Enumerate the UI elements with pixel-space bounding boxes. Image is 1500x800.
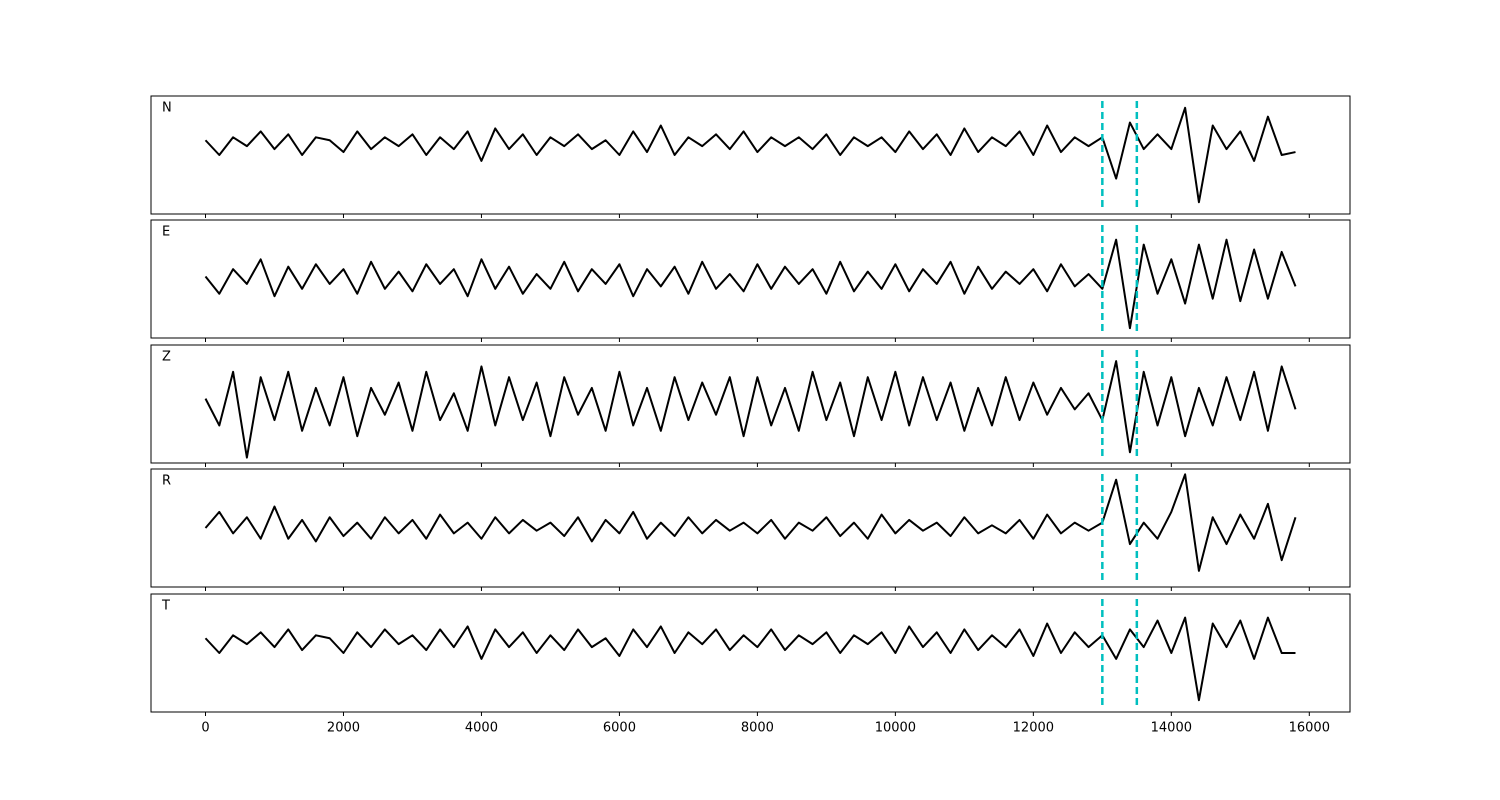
- panel-frame: [150, 468, 1351, 588]
- x-tick-label: 10000: [875, 721, 916, 736]
- x-tick-label: 2000: [327, 721, 360, 736]
- x-tick-label: 0: [201, 721, 209, 736]
- panel-label: R: [162, 474, 171, 489]
- trace: [204, 473, 1297, 572]
- panel-label: T: [161, 599, 170, 614]
- x-tick-label: 8000: [741, 721, 774, 736]
- trace: [204, 238, 1297, 330]
- panel-frame: [150, 593, 1351, 713]
- panel-label: E: [162, 225, 170, 240]
- panel-label: Z: [162, 350, 171, 365]
- x-tick-label: 4000: [465, 721, 498, 736]
- panel-frame: [150, 95, 1351, 215]
- x-tick-label: 16000: [1289, 721, 1330, 736]
- x-tick-label: 6000: [603, 721, 636, 736]
- panel-frame: [150, 344, 1351, 464]
- trace: [204, 616, 1296, 702]
- panel-label: N: [162, 101, 172, 116]
- panel-frame: [150, 219, 1351, 339]
- x-tick-label: 14000: [1151, 721, 1192, 736]
- trace: [204, 360, 1297, 459]
- trace: [204, 106, 1296, 204]
- x-tick-label: 12000: [1013, 721, 1054, 736]
